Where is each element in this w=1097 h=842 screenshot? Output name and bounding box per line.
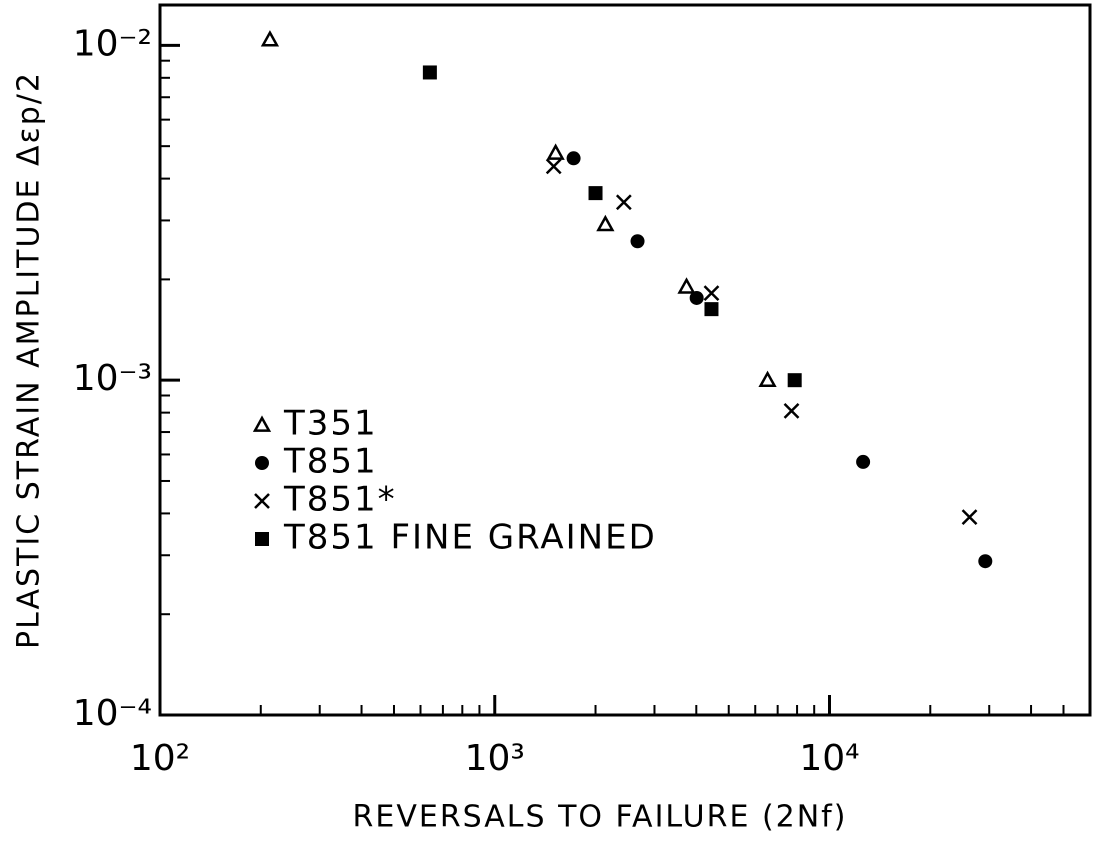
cross-marker	[961, 509, 978, 525]
triangle-marker	[596, 214, 615, 232]
plot-frame	[158, 3, 1092, 717]
x-tick-label: 10²	[130, 738, 190, 779]
cross-marker	[703, 285, 720, 301]
cross-marker	[545, 158, 562, 175]
y-tick-label: 10⁻⁴	[73, 693, 152, 734]
y-tick-label: 10⁻²	[73, 23, 152, 64]
circle-marker	[689, 290, 704, 305]
square-marker	[255, 532, 269, 546]
triangle-marker	[677, 277, 696, 294]
legend-label: T851*	[283, 480, 397, 520]
y-tick-label: 10⁻³	[73, 358, 152, 399]
square-marker	[787, 373, 802, 388]
circle-marker	[630, 234, 645, 249]
x-tick-label: 10³	[465, 738, 525, 779]
square-marker	[422, 65, 437, 80]
legend-label: T851	[283, 442, 378, 482]
square-marker	[588, 186, 603, 201]
circle-marker	[978, 554, 993, 569]
triangle-marker	[260, 30, 280, 47]
x-axis-label: REVERSALS TO FAILURE (2Nf)	[353, 800, 848, 835]
cross-marker	[783, 402, 800, 419]
cross-marker	[615, 194, 632, 211]
triangle-marker	[546, 143, 565, 160]
y-axis-label: PLASTIC STRAIN AMPLITUDE Δεp/2	[12, 71, 47, 649]
legend-label: T851 FINE GRAINED	[283, 518, 657, 558]
triangle-marker	[758, 370, 777, 388]
circle-marker	[856, 454, 871, 469]
x-tick-label: 10⁴	[799, 738, 859, 779]
circle-marker	[255, 456, 269, 470]
legend-label: T351	[283, 404, 378, 444]
triangle-marker	[252, 415, 272, 432]
cross-marker	[254, 493, 270, 509]
circle-marker	[566, 151, 581, 166]
square-marker	[704, 302, 719, 317]
